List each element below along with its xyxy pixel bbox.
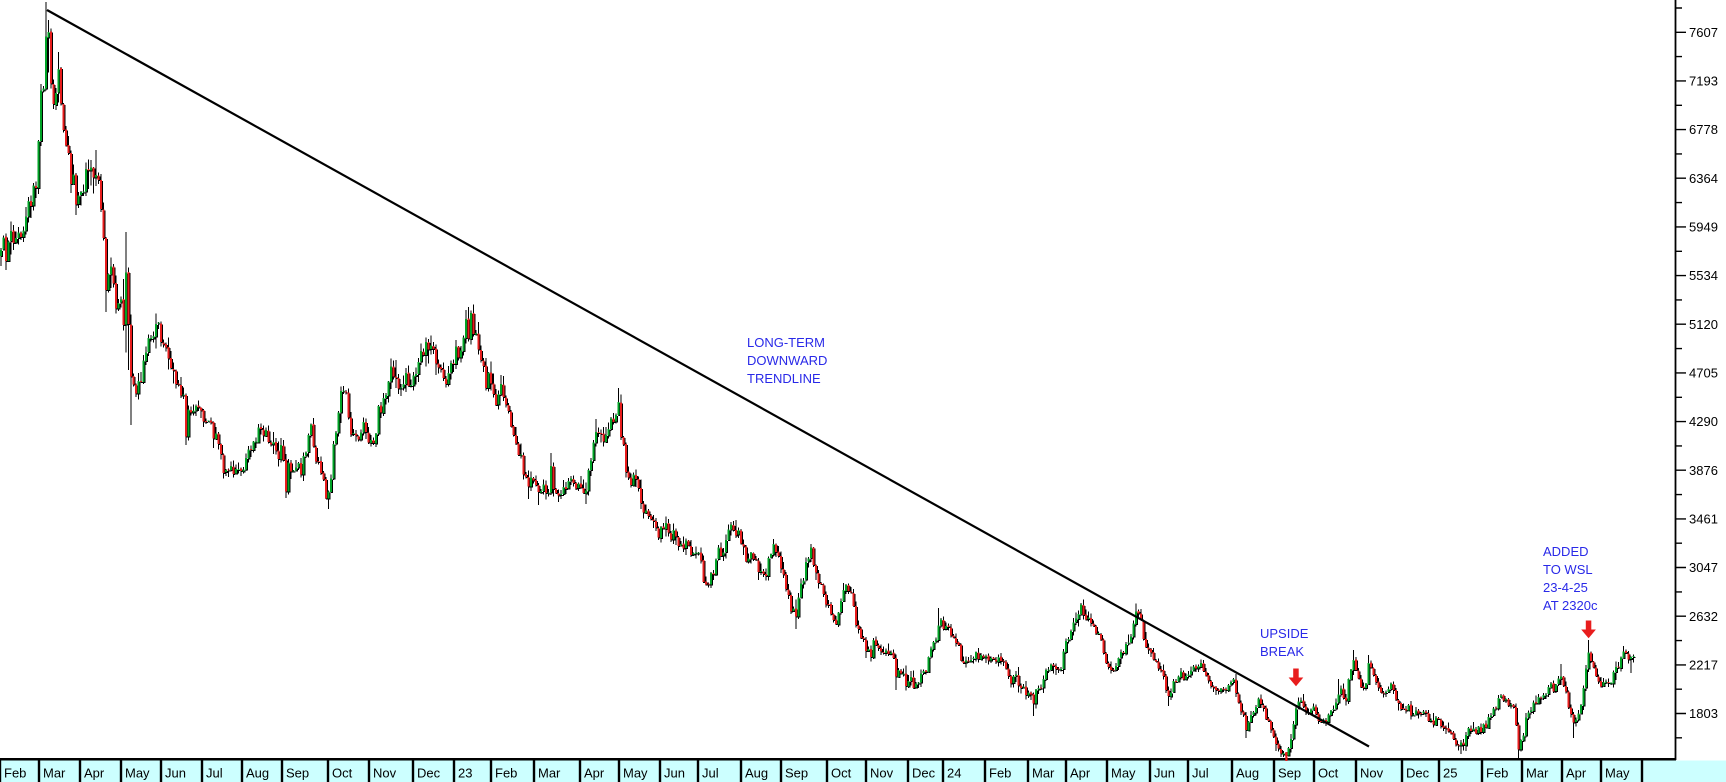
svg-text:May: May [623, 766, 648, 781]
svg-text:Oct: Oct [332, 766, 353, 781]
svg-text:3461: 3461 [1689, 512, 1718, 527]
svg-text:6364: 6364 [1689, 171, 1718, 186]
svg-text:Jun: Jun [165, 766, 186, 781]
svg-text:Dec: Dec [1406, 766, 1430, 781]
svg-text:Mar: Mar [538, 766, 561, 781]
svg-text:Sep: Sep [1278, 766, 1301, 781]
svg-text:May: May [1111, 766, 1136, 781]
svg-text:25: 25 [1443, 766, 1457, 781]
svg-text:7193: 7193 [1689, 74, 1718, 89]
svg-text:3047: 3047 [1689, 560, 1718, 575]
svg-text:Jun: Jun [664, 766, 685, 781]
svg-text:Aug: Aug [745, 766, 768, 781]
svg-text:Apr: Apr [584, 766, 605, 781]
svg-text:Mar: Mar [43, 766, 66, 781]
svg-text:Jul: Jul [702, 766, 719, 781]
svg-text:Mar: Mar [1526, 766, 1549, 781]
svg-text:May: May [125, 766, 150, 781]
svg-text:24: 24 [947, 766, 961, 781]
svg-text:Nov: Nov [373, 766, 397, 781]
svg-text:3876: 3876 [1689, 463, 1718, 478]
svg-text:Oct: Oct [831, 766, 852, 781]
svg-text:4705: 4705 [1689, 366, 1718, 381]
svg-text:Dec: Dec [417, 766, 441, 781]
svg-text:Sep: Sep [286, 766, 309, 781]
svg-text:2217: 2217 [1689, 658, 1718, 673]
svg-text:1803: 1803 [1689, 706, 1718, 721]
svg-text:6778: 6778 [1689, 122, 1718, 137]
svg-text:Feb: Feb [1486, 766, 1508, 781]
svg-text:Jul: Jul [1192, 766, 1209, 781]
svg-text:May: May [1605, 766, 1630, 781]
svg-text:23: 23 [458, 766, 472, 781]
svg-text:Apr: Apr [84, 766, 105, 781]
svg-text:7607: 7607 [1689, 25, 1718, 40]
svg-text:5949: 5949 [1689, 220, 1718, 235]
svg-text:2632: 2632 [1689, 609, 1718, 624]
svg-text:Nov: Nov [870, 766, 894, 781]
svg-text:Feb: Feb [4, 766, 26, 781]
svg-text:Feb: Feb [989, 766, 1011, 781]
svg-text:Oct: Oct [1318, 766, 1339, 781]
svg-text:Nov: Nov [1360, 766, 1384, 781]
svg-text:Sep: Sep [785, 766, 808, 781]
svg-text:Aug: Aug [246, 766, 269, 781]
svg-text:Feb: Feb [495, 766, 517, 781]
svg-text:4290: 4290 [1689, 414, 1718, 429]
svg-text:Mar: Mar [1032, 766, 1055, 781]
svg-text:Apr: Apr [1566, 766, 1587, 781]
svg-text:Aug: Aug [1236, 766, 1259, 781]
svg-text:5534: 5534 [1689, 268, 1718, 283]
svg-text:Jul: Jul [206, 766, 223, 781]
svg-text:5120: 5120 [1689, 317, 1718, 332]
svg-text:Dec: Dec [912, 766, 936, 781]
svg-text:Jun: Jun [1154, 766, 1175, 781]
svg-text:Apr: Apr [1070, 766, 1091, 781]
